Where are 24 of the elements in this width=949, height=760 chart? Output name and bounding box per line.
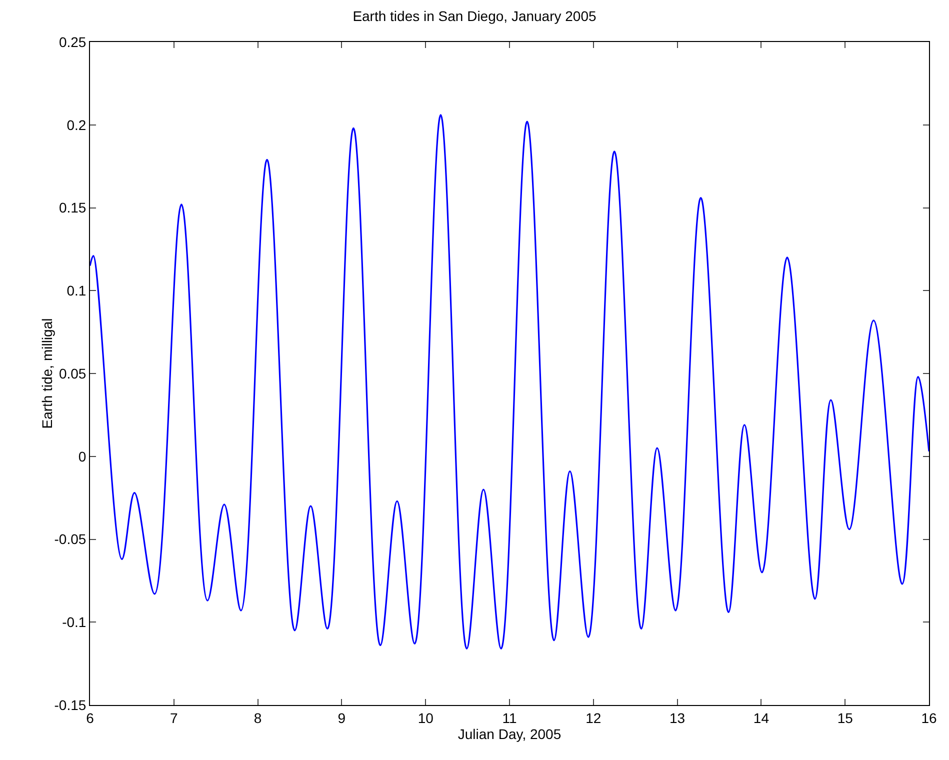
y-tick-label: 0.15 xyxy=(58,200,86,216)
line-series xyxy=(90,114,929,650)
x-tick-label: 12 xyxy=(586,710,602,726)
x-tick-label: 15 xyxy=(837,710,854,726)
y-tick-label: 0.2 xyxy=(66,116,86,133)
y-tick-label: -0.15 xyxy=(54,696,86,713)
y-tick-label: -0.05 xyxy=(54,531,86,548)
x-tick-label: 6 xyxy=(86,710,94,726)
x-tick-label: 8 xyxy=(254,710,262,726)
x-tick-label: 13 xyxy=(670,710,686,726)
x-tick-label: 7 xyxy=(170,710,178,726)
x-axis-title: Julian Day, 2005 xyxy=(458,726,562,742)
y-tick-label: 0.1 xyxy=(66,282,86,299)
y-tick-label: 0.05 xyxy=(58,365,86,382)
y-axis-title: Earth tide, milligal xyxy=(39,318,55,429)
y-tick-label: -0.1 xyxy=(62,614,86,630)
y-tick-label: 0 xyxy=(78,448,86,464)
chart-title: Earth tides in San Diego, January 2005 xyxy=(352,8,597,24)
y-tick-label: 0.25 xyxy=(58,34,86,50)
x-tick-label: 14 xyxy=(753,710,770,726)
x-tick-label: 11 xyxy=(502,710,517,726)
x-tick-label: 16 xyxy=(921,710,937,726)
x-tick-label: 10 xyxy=(418,710,434,726)
x-tick-label: 9 xyxy=(338,710,346,726)
